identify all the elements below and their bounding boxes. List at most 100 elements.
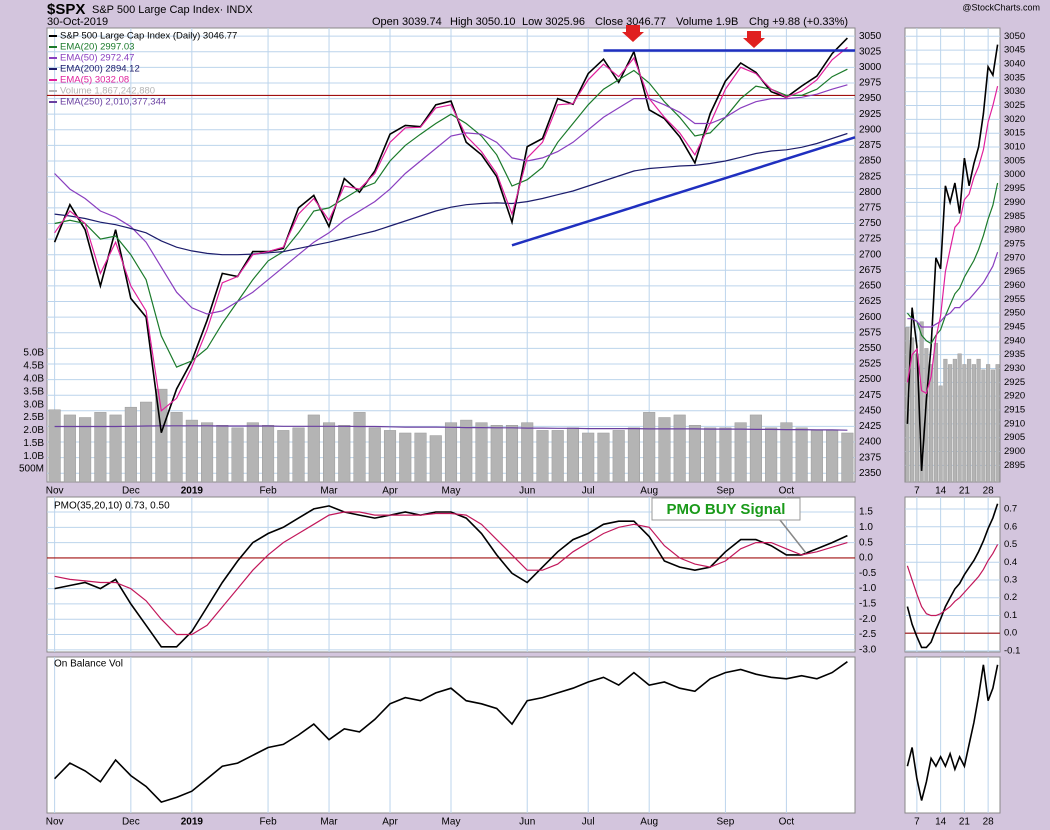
series-line: [54, 46, 848, 412]
y-tick-label: 4.5B: [23, 361, 44, 372]
y-tick-label: 2375: [859, 452, 882, 463]
volume-bar: [719, 427, 732, 483]
series-line: [906, 85, 999, 395]
volume-bar: [612, 430, 625, 483]
volume-bar: [170, 412, 183, 483]
volume-bar: [338, 425, 351, 483]
y-tick-label: 3000: [1004, 169, 1025, 180]
quote-close: Close 3046.77: [595, 16, 666, 28]
legend-entry: S&P 500 Large Cap Index (Daily) 3046.77: [60, 31, 237, 42]
volume-bar: [995, 364, 1000, 483]
y-tick-label: 3025: [1004, 100, 1025, 111]
series-line: [907, 252, 999, 328]
volume-bar: [368, 427, 381, 483]
y-tick-label: -0.5: [859, 568, 877, 579]
volume-bar: [155, 388, 168, 483]
y-tick-label: 3035: [1004, 72, 1025, 83]
y-tick-label: 2450: [859, 405, 882, 416]
y-tick-label: -2.5: [859, 629, 877, 640]
y-tick-label: 1.0B: [23, 451, 44, 462]
annotation: PMO BUY Signal: [667, 501, 786, 518]
x-tick-label: Oct: [779, 817, 795, 828]
y-tick-label: 2935: [1004, 349, 1025, 360]
volume-bar: [414, 432, 427, 483]
series-line: [54, 132, 848, 256]
y-tick-label: 2575: [859, 327, 882, 338]
y-tick-label: 3000: [859, 62, 882, 73]
volume-bar: [322, 422, 336, 483]
volume-bar: [962, 364, 967, 483]
quote-change: Chg +9.88 (+0.33%): [749, 16, 848, 28]
volume-bar: [231, 427, 244, 483]
series-line: [54, 511, 848, 636]
x-tick-label: Dec: [122, 817, 140, 828]
volume-bar: [938, 385, 943, 483]
y-tick-label: 2775: [859, 202, 882, 213]
volume-bar: [460, 419, 473, 483]
y-tick-label: 4.0B: [23, 373, 44, 384]
legend-entry: EMA(50) 2972.47: [60, 53, 134, 64]
volume-bar: [780, 422, 793, 483]
y-tick-label: 2475: [859, 390, 882, 401]
volume-bar: [734, 422, 747, 483]
y-tick-label: 2950: [859, 93, 882, 104]
trendline: [511, 136, 856, 247]
y-tick-label: 2750: [859, 218, 882, 229]
volume-bar: [262, 425, 275, 483]
volume-bar: [957, 353, 962, 483]
volume-bar: [948, 364, 953, 483]
y-tick-label: 2350: [859, 468, 882, 479]
y-tick-label: 2920: [1004, 391, 1025, 402]
y-tick-label: 2425: [859, 421, 882, 432]
y-tick-label: 2895: [1004, 460, 1025, 471]
y-tick-label: 0.1: [1004, 610, 1017, 621]
date: 30-Oct-2019: [47, 16, 108, 28]
volume-bar: [185, 419, 198, 483]
y-tick-label: 2955: [1004, 294, 1025, 305]
y-tick-label: 2985: [1004, 211, 1025, 222]
x-tick-label: Mar: [320, 486, 338, 497]
y-tick-label: 2925: [859, 109, 882, 120]
y-tick-label: 3020: [1004, 114, 1025, 125]
series-line: [54, 425, 848, 431]
y-tick-label: 0.0: [859, 553, 873, 564]
volume-bar: [749, 414, 762, 483]
y-tick-label: 2970: [1004, 252, 1025, 263]
pmo-title: PMO(35,20,10) 0.73, 0.50: [54, 501, 170, 512]
x-tick-label: 28: [983, 817, 995, 828]
x-tick-label: 2019: [181, 817, 204, 828]
series-line: [906, 503, 999, 649]
y-tick-label: 2650: [859, 281, 882, 292]
volume-bar: [765, 427, 778, 483]
y-tick-label: 3005: [1004, 155, 1025, 166]
y-tick-label: 0.2: [1004, 592, 1017, 603]
volume-bar: [246, 422, 259, 483]
x-tick-label: Aug: [640, 486, 658, 497]
volume-bar: [643, 412, 656, 483]
y-tick-label: 2945: [1004, 321, 1025, 332]
y-tick-label: -0.1: [1004, 645, 1020, 656]
x-tick-label: Feb: [259, 486, 277, 497]
legend-entry: EMA(200) 2894.12: [60, 64, 140, 75]
x-tick-label: 21: [959, 486, 971, 497]
y-tick-label: 3050: [1004, 31, 1025, 42]
y-tick-label: 2975: [859, 78, 882, 89]
volume-bar: [140, 401, 153, 483]
y-tick-label: 2625: [859, 296, 882, 307]
volume-bar: [967, 358, 972, 483]
arrow: [622, 25, 644, 42]
volume-bar: [383, 430, 397, 483]
y-tick-label: 2700: [859, 249, 882, 260]
series-line: [906, 544, 999, 617]
volume-bar: [597, 432, 610, 483]
y-tick-label: 2975: [1004, 238, 1025, 249]
volume-bar: [929, 364, 934, 483]
x-tick-label: Sep: [717, 486, 735, 497]
y-tick-label: -1.0: [859, 583, 877, 594]
plot-area: [904, 496, 1001, 653]
volume-bar: [48, 409, 61, 483]
y-tick-label: 2875: [859, 140, 882, 151]
x-tick-label: Jun: [519, 486, 535, 497]
volume-bar: [216, 425, 229, 483]
